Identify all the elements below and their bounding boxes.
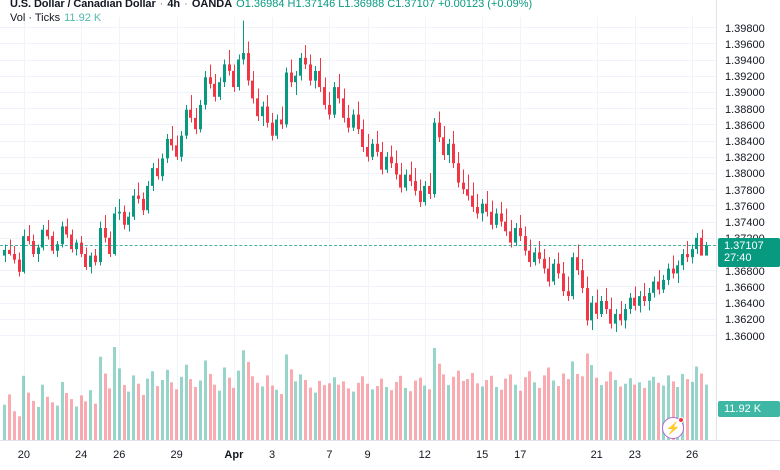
price-axis-tick: 1.37600 [725, 200, 765, 213]
current-price-value: 1.37107 [724, 240, 764, 253]
price-axis-tick: 1.39600 [725, 38, 765, 51]
price-axis-tick: 1.38600 [725, 119, 765, 132]
time-axis-tick: 29 [170, 449, 183, 461]
price-axis-tick: 1.36000 [725, 330, 765, 343]
lightning-bolt-icon: ⚡ [665, 421, 681, 435]
price-axis-tick: 1.36200 [725, 314, 765, 327]
legend-ohlc-values: O1.36984 H1.37146 L1.36988 C1.37107 +0.0… [236, 0, 533, 10]
volume-badge: 11.92 K [718, 401, 780, 417]
time-axis-tick: 7 [326, 449, 333, 461]
time-axis-tick: 3 [269, 449, 276, 461]
time-axis-tick: 20 [17, 449, 31, 461]
price-axis-tick: 1.39400 [725, 55, 765, 67]
legend-symbol[interactable]: U.S. Dollar / Canadian Dollar [10, 0, 156, 10]
price-axis-tick: 1.38400 [725, 136, 765, 148]
candlestick-series [3, 20, 708, 440]
legend-symbol-row: U.S. Dollar / Canadian Dollar · 4h · OAN… [10, 0, 532, 11]
price-axis-tick: 1.36400 [725, 298, 765, 311]
price-axis-tick: 1.36600 [725, 281, 765, 294]
time-axis-tick: 9 [364, 449, 371, 461]
time-axis-tick: 24 [74, 449, 88, 461]
notification-dot-icon [678, 417, 684, 423]
price-axis-tick: 1.38200 [725, 152, 765, 165]
time-axis-tick: 12 [418, 449, 431, 461]
time-axis-tick: 15 [475, 449, 489, 461]
price-axis-tick: 1.37400 [725, 217, 765, 230]
replay-lightning-badge[interactable]: ⚡ [662, 417, 684, 439]
plot-area[interactable] [0, 17, 716, 440]
time-axis-tick: 26 [113, 449, 126, 461]
price-axis-tick: 1.39800 [725, 22, 765, 35]
bar-countdown: 27:40 [724, 252, 752, 265]
price-axis-tick: 1.39200 [725, 71, 765, 84]
legend-exchange[interactable]: OANDA [191, 0, 233, 10]
time-axis-tick: 23 [628, 449, 642, 461]
time-axis-tick: Apr [224, 449, 244, 461]
price-axis-tick: 1.38000 [725, 168, 765, 181]
legend-separator-1: · [159, 0, 164, 10]
price-axis-tick: 1.37800 [725, 184, 765, 197]
price-axis-tick: 1.39000 [725, 87, 765, 100]
time-axis[interactable]: 20 24 26 29 Apr 3 7 9 12 15 17 21 23 26 [0, 440, 780, 470]
price-axis-tick: 1.36800 [725, 265, 765, 278]
legend-separator-2: · [184, 0, 188, 10]
time-axis-tick: 21 [590, 449, 603, 461]
price-axis[interactable]: 1.37107 27:40 11.92 K 1.39800 1.39600 1.39… [716, 0, 780, 452]
current-price-line [0, 245, 716, 247]
price-axis-tick: 1.38800 [725, 103, 765, 116]
legend-interval[interactable]: 4h [167, 0, 181, 10]
time-axis-tick: 26 [685, 449, 699, 461]
current-price-badge: 1.37107 27:40 [718, 238, 780, 268]
time-axis-tick: 17 [514, 449, 527, 461]
